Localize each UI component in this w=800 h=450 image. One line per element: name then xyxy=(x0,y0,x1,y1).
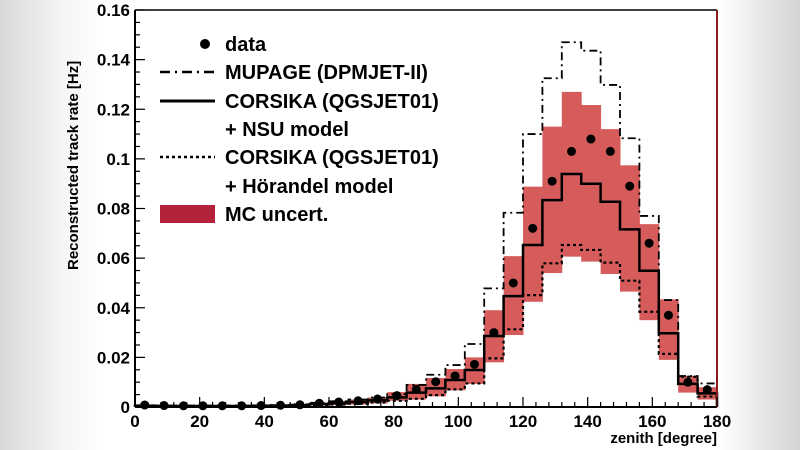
data-point xyxy=(353,396,363,406)
legend: data MUPAGE (DPMJET-II) CORSIKA (QGSJET0… xyxy=(160,34,439,226)
data-point xyxy=(683,377,693,387)
x-tick-label: 180 xyxy=(703,412,731,431)
x-tick-label: 80 xyxy=(384,412,403,431)
data-point xyxy=(644,238,654,248)
y-tick-label: 0.14 xyxy=(97,51,131,70)
x-tick-label: 120 xyxy=(509,412,537,431)
y-tick-labels: 0 0.02 0.04 0.06 0.08 0.1 0.12 0.14 0.16 xyxy=(97,1,131,417)
x-tick-label: 60 xyxy=(320,412,339,431)
data-point xyxy=(664,310,673,320)
data-point xyxy=(567,146,576,156)
data-point xyxy=(431,377,441,387)
axes xyxy=(134,9,718,408)
legend-label-corsika-nsu: CORSIKA (QGSJET01) xyxy=(225,91,439,113)
y-tick-label: 0.02 xyxy=(97,348,130,367)
data-point xyxy=(334,397,344,407)
y-tick-label: 0.12 xyxy=(97,100,130,119)
data-point xyxy=(179,401,188,411)
legend-label-mupage: MUPAGE (DPMJET-II) xyxy=(225,62,428,84)
data-point xyxy=(625,181,635,191)
legend-label-nsu-model: + NSU model xyxy=(225,119,349,141)
x-tick-label: 20 xyxy=(190,412,209,431)
data-point xyxy=(508,278,518,288)
data-point xyxy=(411,384,421,394)
data-point xyxy=(702,385,712,395)
x-tick-label: 160 xyxy=(638,412,666,431)
y-axis-label: Reconstructed track rate [Hz] xyxy=(65,61,82,270)
band-bin xyxy=(639,224,660,321)
data-point xyxy=(392,391,402,401)
legend-marker-data xyxy=(200,39,210,49)
legend-marker-mc-uncert xyxy=(160,205,215,223)
legend-label-data: data xyxy=(225,34,267,56)
data-point xyxy=(198,401,208,411)
y-tick-label: 0.08 xyxy=(97,200,130,219)
data-point xyxy=(314,398,324,408)
data-point xyxy=(237,401,247,411)
y-tick-label: 0.06 xyxy=(97,249,130,268)
y-tick-label: 0.16 xyxy=(97,1,130,20)
data-point xyxy=(217,401,227,411)
data-point xyxy=(586,134,596,144)
x-tick-label: 100 xyxy=(444,412,472,431)
x-axis-label: zenith [degree] xyxy=(610,430,717,447)
data-point xyxy=(605,146,615,156)
x-tick-label: 140 xyxy=(573,412,601,431)
data-point xyxy=(373,394,382,404)
band-bin xyxy=(658,299,679,360)
y-tick-label: 0.04 xyxy=(97,299,131,318)
x-tick-labels: 0 20 40 60 80 100 120 140 160 180 xyxy=(130,412,731,431)
data-point xyxy=(470,359,479,369)
legend-label-horandel-model: + Hörandel model xyxy=(225,176,393,198)
data-point xyxy=(489,328,499,338)
x-tick-label: 40 xyxy=(255,412,274,431)
data-point xyxy=(528,223,538,233)
data-point xyxy=(450,371,460,381)
legend-label-corsika-horandel: CORSIKA (QGSJET01) xyxy=(225,147,439,169)
data-point xyxy=(547,176,557,186)
y-tick-label: 0 xyxy=(121,398,130,417)
legend-label-mc-uncert: MC uncert. xyxy=(225,204,328,226)
x-tick-label: 0 xyxy=(130,412,139,431)
y-tick-label: 0.1 xyxy=(106,150,130,169)
